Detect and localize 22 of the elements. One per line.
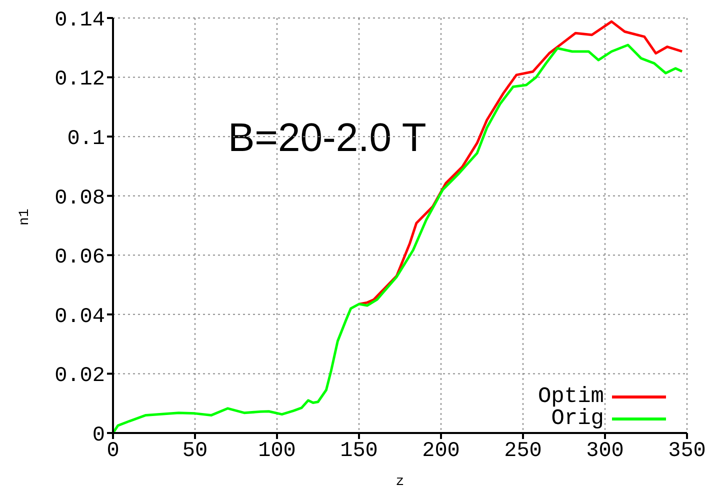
- annotation: B=20-2.0 T: [228, 116, 426, 160]
- y-tick-label: 0.12: [54, 68, 105, 92]
- x-tick-label: 0: [106, 440, 120, 463]
- y-tick-label: 0: [92, 424, 105, 448]
- x-tick-label: 50: [182, 440, 208, 463]
- y-tick-label: 0.04: [54, 306, 105, 329]
- x-tick-label: 350: [668, 440, 706, 463]
- y-tick-label: 0.02: [54, 365, 105, 388]
- x-tick-label: 250: [504, 440, 542, 463]
- x-tick-label: 150: [340, 440, 378, 463]
- line-series: [113, 44, 684, 433]
- y-axis-title: n1: [16, 208, 33, 226]
- x-tick-label: 100: [258, 440, 296, 463]
- x-tick-label: 200: [422, 440, 460, 463]
- x-tick-label: 300: [586, 440, 624, 463]
- y-tick-label: 0.1: [67, 128, 105, 152]
- legend-label: Optim: [538, 384, 604, 409]
- x-axis-title: z: [396, 474, 404, 490]
- y-tick-label: 0.14: [54, 9, 105, 32]
- y-tick-label: 0.08: [54, 187, 105, 210]
- y-tick-label: 0.06: [54, 246, 105, 270]
- legend-label: Orig: [551, 406, 604, 431]
